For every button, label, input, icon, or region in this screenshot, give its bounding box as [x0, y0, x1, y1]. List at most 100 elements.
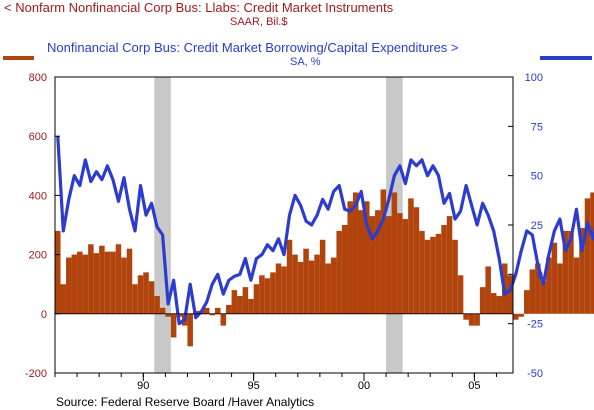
left-tick-label: 0	[41, 309, 47, 321]
bar	[518, 313, 525, 317]
bar	[513, 313, 519, 320]
bar	[292, 254, 298, 314]
bar	[253, 284, 260, 314]
bar	[187, 313, 193, 347]
bar	[579, 227, 585, 314]
bar	[132, 284, 138, 314]
bar	[319, 239, 326, 314]
bar	[248, 299, 254, 314]
bar	[165, 313, 171, 317]
bar	[364, 201, 370, 314]
bar	[330, 257, 337, 314]
left-tick-label: 200	[29, 250, 47, 262]
bar	[121, 257, 127, 314]
bar	[308, 260, 315, 314]
bar	[275, 263, 282, 314]
bar	[159, 307, 166, 314]
right-tick-label: 25	[531, 220, 543, 232]
bar	[452, 239, 458, 314]
bar	[419, 230, 425, 314]
bar	[408, 198, 414, 314]
bar	[209, 313, 216, 316]
bar	[341, 225, 348, 314]
bar	[562, 230, 569, 314]
left-tick-label: 600	[29, 131, 47, 143]
bar	[231, 290, 238, 314]
bar	[137, 275, 144, 314]
bar	[170, 313, 177, 338]
bar	[347, 201, 353, 314]
bar	[143, 272, 149, 314]
bar	[82, 254, 89, 314]
bar	[215, 307, 221, 314]
line-series	[56, 136, 594, 326]
source-note: Source: Federal Reserve Board /Haver Ana…	[56, 395, 314, 409]
bar	[77, 251, 83, 314]
bar	[303, 248, 309, 314]
series-line	[56, 136, 594, 326]
bar	[237, 296, 243, 314]
bar	[402, 219, 409, 314]
bar	[110, 251, 116, 314]
right-series-unit: SA, %	[290, 56, 321, 68]
bar	[446, 216, 453, 314]
bar	[60, 284, 67, 314]
bar	[154, 296, 160, 314]
x-tick-label: 95	[248, 380, 260, 392]
right-tick-label: -50	[527, 368, 543, 380]
bar	[66, 257, 72, 314]
bar	[485, 266, 491, 314]
bar	[93, 253, 100, 314]
bar	[71, 254, 78, 314]
left-tick-label: 800	[29, 72, 47, 84]
x-tick-label: 05	[468, 380, 480, 392]
bar	[336, 230, 342, 314]
bar	[352, 192, 359, 314]
bar	[507, 275, 513, 314]
bar	[148, 281, 155, 314]
bar	[397, 213, 403, 314]
bar	[380, 189, 387, 314]
left-tick-label: -200	[25, 368, 47, 380]
bar	[524, 290, 530, 314]
left-tick-label: 400	[29, 190, 47, 202]
bar	[474, 313, 480, 326]
bar	[264, 278, 271, 314]
bar	[55, 230, 61, 314]
bar	[391, 192, 398, 314]
bar	[126, 248, 133, 314]
bar	[386, 216, 392, 314]
bar	[430, 236, 436, 314]
bar	[297, 262, 304, 314]
bar	[226, 304, 232, 314]
bar	[358, 210, 365, 314]
bar	[529, 269, 536, 314]
bar	[546, 257, 552, 314]
bar	[490, 293, 497, 314]
right-tick-label: 50	[531, 171, 543, 183]
bar	[479, 287, 486, 314]
right-tick-label: 0	[537, 269, 543, 281]
bar	[314, 254, 320, 314]
bar	[220, 313, 227, 326]
bar	[590, 192, 594, 314]
bar	[270, 272, 276, 314]
bar	[496, 296, 502, 314]
bar	[281, 266, 287, 314]
bar	[568, 230, 574, 314]
bar	[369, 216, 376, 314]
bar	[573, 257, 580, 314]
axes: -200 0 200 400 600 800 -50 -25 0 25 50 75 100 90 95 00 0…	[25, 72, 543, 392]
bar	[463, 313, 469, 320]
bar	[557, 263, 563, 314]
bar	[457, 275, 464, 314]
bar	[535, 263, 541, 314]
bar	[99, 245, 105, 314]
bar	[115, 244, 122, 314]
left-series-unit: SAAR, Bil.$	[230, 16, 287, 28]
bar	[203, 307, 210, 314]
bar	[424, 239, 431, 314]
bar	[88, 244, 94, 314]
x-tick-label: 00	[358, 380, 370, 392]
